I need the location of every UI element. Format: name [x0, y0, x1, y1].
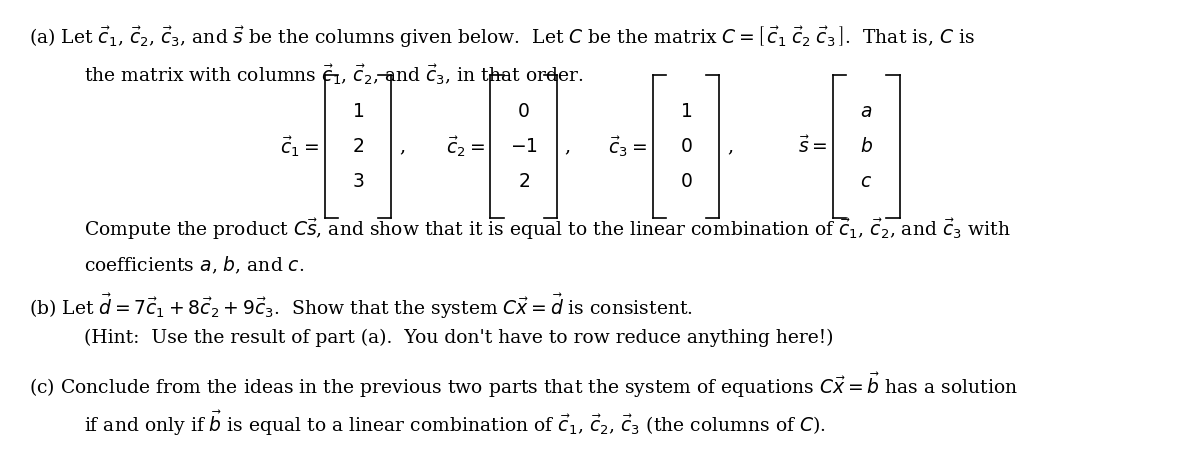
- Text: the matrix with columns $\vec{c}_1$, $\vec{c}_2$, and $\vec{c}_3$, in that order: the matrix with columns $\vec{c}_1$, $\v…: [84, 63, 583, 87]
- Text: if and only if $\vec{b}$ is equal to a linear combination of $\vec{c}_1$, $\vec{: if and only if $\vec{b}$ is equal to a l…: [84, 409, 826, 438]
- Text: $0$: $0$: [517, 103, 530, 121]
- Text: ,: ,: [727, 138, 733, 156]
- Text: $0$: $0$: [679, 173, 692, 191]
- Text: $\vec{c}_1 = $: $\vec{c}_1 = $: [280, 135, 319, 159]
- Text: (b) Let $\vec{d} = 7\vec{c}_1 + 8\vec{c}_2 + 9\vec{c}_3$.  Show that the system : (b) Let $\vec{d} = 7\vec{c}_1 + 8\vec{c}…: [29, 292, 692, 321]
- Text: ,: ,: [565, 138, 571, 156]
- Text: $\vec{c}_2 = $: $\vec{c}_2 = $: [446, 135, 485, 159]
- Text: $c$: $c$: [860, 173, 872, 191]
- Text: $1$: $1$: [680, 103, 692, 121]
- Text: $3$: $3$: [352, 173, 364, 191]
- Text: $2$: $2$: [352, 138, 364, 156]
- Text: (a) Let $\vec{c}_1$, $\vec{c}_2$, $\vec{c}_3$, and $\vec{s}$ be the columns give: (a) Let $\vec{c}_1$, $\vec{c}_2$, $\vec{…: [29, 25, 974, 50]
- Text: Compute the product $C\vec{s}$, and show that it is equal to the linear combinat: Compute the product $C\vec{s}$, and show…: [84, 217, 1010, 242]
- Text: (Hint:  Use the result of part (a).  You don't have to row reduce anything here!: (Hint: Use the result of part (a). You d…: [84, 329, 834, 347]
- Text: coefficients $a$, $b$, and $c$.: coefficients $a$, $b$, and $c$.: [84, 254, 305, 276]
- Text: $2$: $2$: [517, 173, 529, 191]
- Text: $\vec{s} = $: $\vec{s} = $: [798, 136, 827, 158]
- Text: $\vec{c}_3 = $: $\vec{c}_3 = $: [608, 135, 647, 159]
- Text: (c) Conclude from the ideas in the previous two parts that the system of equatio: (c) Conclude from the ideas in the previ…: [29, 371, 1018, 400]
- Text: $1$: $1$: [352, 103, 364, 121]
- Text: $a$: $a$: [860, 103, 872, 121]
- Text: ,: ,: [400, 138, 406, 156]
- Text: $0$: $0$: [679, 138, 692, 156]
- Text: $-1$: $-1$: [510, 138, 538, 156]
- Text: $b$: $b$: [859, 137, 872, 156]
